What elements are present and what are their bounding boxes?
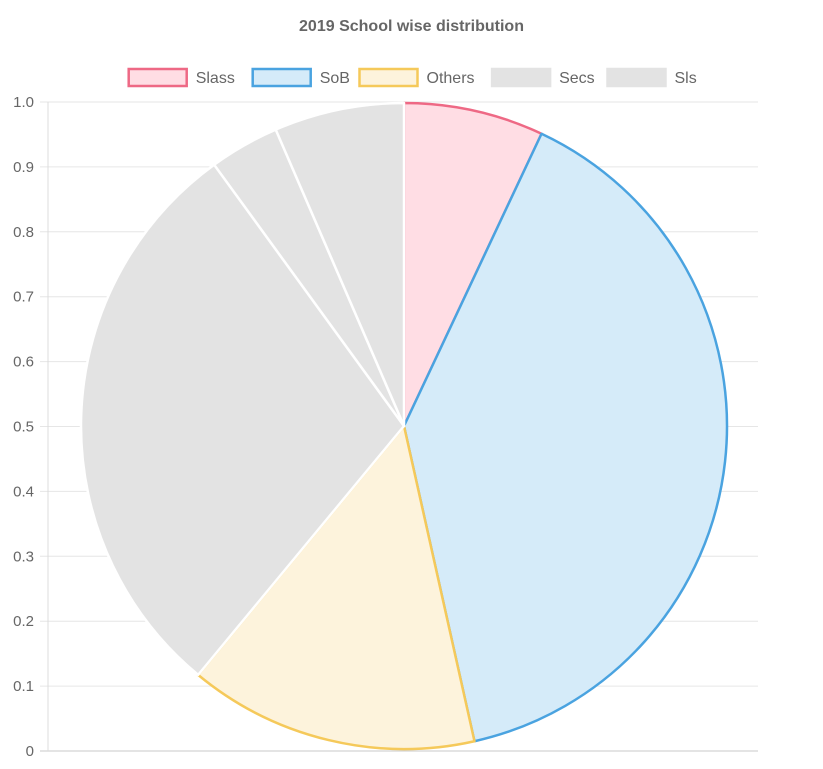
legend-label-sob: SoB bbox=[320, 70, 350, 87]
legend-label-others: Others bbox=[427, 70, 475, 87]
y-tick-label: 0.4 bbox=[13, 483, 34, 500]
legend-swatch-others bbox=[358, 67, 419, 88]
pie-slice-others bbox=[196, 424, 476, 751]
chart-title: 2019 School wise distribution bbox=[299, 18, 524, 35]
y-tick-label: 0.6 bbox=[13, 354, 34, 371]
legend-swatch-sob bbox=[251, 67, 312, 88]
y-tick-label: 0.2 bbox=[13, 613, 34, 630]
y-tick-label: 0.8 bbox=[13, 224, 34, 241]
y-tick-label: 0 bbox=[26, 743, 34, 760]
legend-swatch-slass bbox=[127, 67, 188, 88]
legend-label-secs: Secs bbox=[559, 70, 595, 87]
legend-swatch-secs bbox=[490, 67, 552, 88]
y-tick-label: 0.7 bbox=[13, 289, 34, 306]
pie-slice-unlabeled bbox=[274, 101, 406, 428]
y-tick-label: 0.1 bbox=[13, 678, 34, 695]
pie-slice-secs bbox=[79, 163, 406, 677]
legend-label-sls: Sls bbox=[675, 70, 697, 87]
legend-swatch-sls bbox=[606, 67, 667, 88]
y-tick-label: 0.9 bbox=[13, 159, 34, 176]
pie-slice-sob bbox=[402, 132, 729, 743]
y-tick-label: 1.0 bbox=[13, 94, 34, 111]
pie-slice-slass bbox=[402, 101, 543, 428]
y-tick-label: 0.5 bbox=[13, 419, 34, 436]
y-tick-label: 0.3 bbox=[13, 548, 34, 565]
legend-label-slass: Slass bbox=[196, 70, 235, 87]
